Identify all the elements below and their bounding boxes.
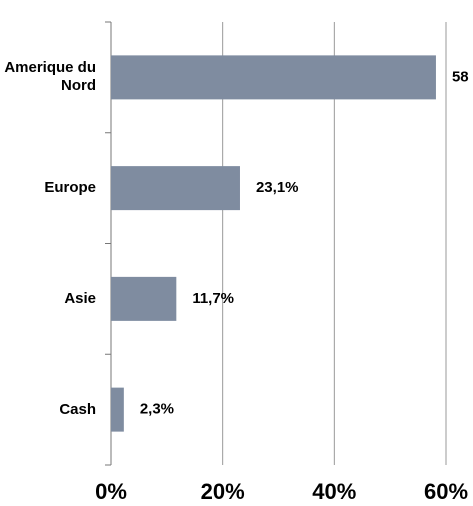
data-label: 11,7% bbox=[192, 290, 234, 307]
bar bbox=[111, 55, 436, 100]
y-tick-label: Europe bbox=[44, 179, 96, 197]
x-tick-label: 40% bbox=[312, 479, 356, 504]
data-label: 23,1% bbox=[256, 179, 299, 196]
y-tick-label: Cash bbox=[59, 400, 96, 418]
bar bbox=[111, 166, 240, 211]
y-tick-label: Amerique du Nord bbox=[4, 59, 96, 95]
y-tick-label: Asie bbox=[64, 289, 96, 307]
data-label: 2,3% bbox=[140, 401, 174, 418]
x-tick-label: 20% bbox=[201, 479, 245, 504]
x-tick-label: 60% bbox=[424, 479, 468, 504]
bar bbox=[111, 387, 124, 432]
bar bbox=[111, 276, 177, 321]
x-tick-label: 0% bbox=[95, 479, 127, 504]
data-label: 58 bbox=[452, 68, 469, 85]
